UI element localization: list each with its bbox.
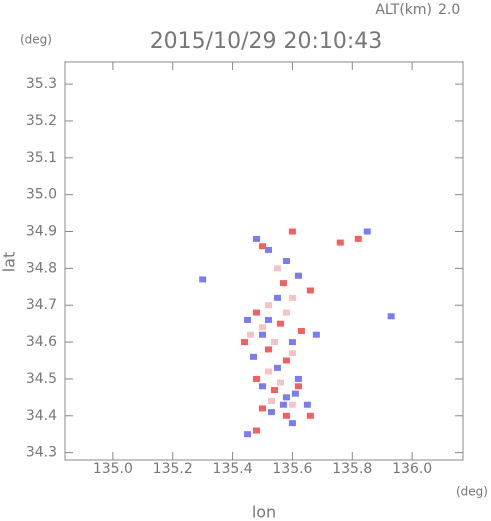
- x-tick-label: 136.0: [392, 461, 432, 477]
- data-point: [387, 313, 395, 320]
- data-point: [288, 420, 296, 427]
- data-point: [253, 375, 261, 382]
- x-tick-label: 135.2: [153, 461, 193, 477]
- data-point: [288, 401, 296, 408]
- data-point: [270, 339, 278, 346]
- data-point: [244, 431, 252, 438]
- y-tick-label: 35.0: [26, 187, 57, 203]
- y-tick-label: 34.3: [26, 445, 57, 461]
- data-point: [288, 339, 296, 346]
- data-point: [247, 331, 255, 338]
- data-point: [312, 331, 320, 338]
- data-point: [264, 346, 272, 353]
- data-point: [291, 390, 299, 397]
- data-point: [282, 412, 290, 419]
- data-point: [264, 316, 272, 323]
- data-point: [294, 383, 302, 390]
- data-point: [336, 239, 344, 246]
- data-point: [264, 368, 272, 375]
- data-point: [199, 276, 207, 283]
- data-point: [276, 379, 284, 386]
- data-point: [253, 309, 261, 316]
- data-point: [288, 228, 296, 235]
- data-point: [264, 302, 272, 309]
- y-axis-label: lat: [0, 252, 19, 273]
- data-point: [294, 272, 302, 279]
- data-point: [297, 328, 305, 335]
- data-point: [267, 398, 275, 405]
- y-tick-label: 35.3: [26, 76, 57, 92]
- x-unit: (deg): [456, 485, 488, 499]
- y-tick-label: 34.8: [26, 260, 57, 276]
- data-point: [270, 386, 278, 393]
- altitude-label: ALT(km): [375, 2, 432, 18]
- y-tick-label: 35.1: [26, 150, 57, 166]
- plot-frame: [64, 61, 464, 461]
- data-point: [354, 235, 362, 242]
- chart-title: 2015/10/29 20:10:43: [150, 29, 383, 54]
- data-point: [273, 265, 281, 272]
- data-point: [259, 383, 267, 390]
- data-point: [282, 258, 290, 264]
- y-tick-label: 35.2: [26, 113, 57, 129]
- data-point: [282, 394, 290, 401]
- data-point: [259, 243, 267, 250]
- data-point: [250, 353, 258, 360]
- data-point: [306, 287, 314, 294]
- data-point: [244, 316, 252, 323]
- data-point: [241, 339, 249, 346]
- x-tick-label: 135.0: [93, 461, 133, 477]
- data-point: [279, 401, 287, 408]
- data-point: [294, 375, 302, 382]
- data-point: [363, 228, 371, 235]
- x-axis-label: lon: [252, 503, 276, 521]
- data-point: [288, 350, 296, 357]
- data-point: [303, 401, 311, 408]
- data-point: [282, 357, 290, 364]
- data-point: [273, 294, 281, 301]
- y-tick-label: 34.4: [26, 408, 57, 424]
- data-point: [267, 409, 275, 416]
- x-tick-label: 135.4: [213, 461, 253, 477]
- y-tick-label: 34.6: [26, 334, 57, 350]
- y-tick-label: 34.9: [26, 224, 57, 240]
- data-point: [288, 294, 296, 301]
- data-point: [259, 324, 267, 331]
- data-point: [259, 405, 267, 412]
- data-point: [282, 309, 290, 316]
- data-point: [253, 235, 261, 242]
- data-point: [264, 246, 272, 253]
- data-point: [306, 412, 314, 419]
- altitude-value: 2.0: [438, 2, 460, 18]
- data-point: [273, 364, 281, 371]
- x-tick-label: 135.8: [332, 461, 372, 477]
- y-tick-label: 34.5: [26, 371, 57, 387]
- data-point: [276, 320, 284, 327]
- y-tick-label: 34.7: [26, 297, 57, 313]
- data-point: [259, 331, 267, 338]
- data-point: [279, 280, 287, 287]
- data-point: [253, 427, 261, 434]
- x-tick-label: 135.6: [272, 461, 312, 477]
- y-unit: (deg): [20, 33, 52, 47]
